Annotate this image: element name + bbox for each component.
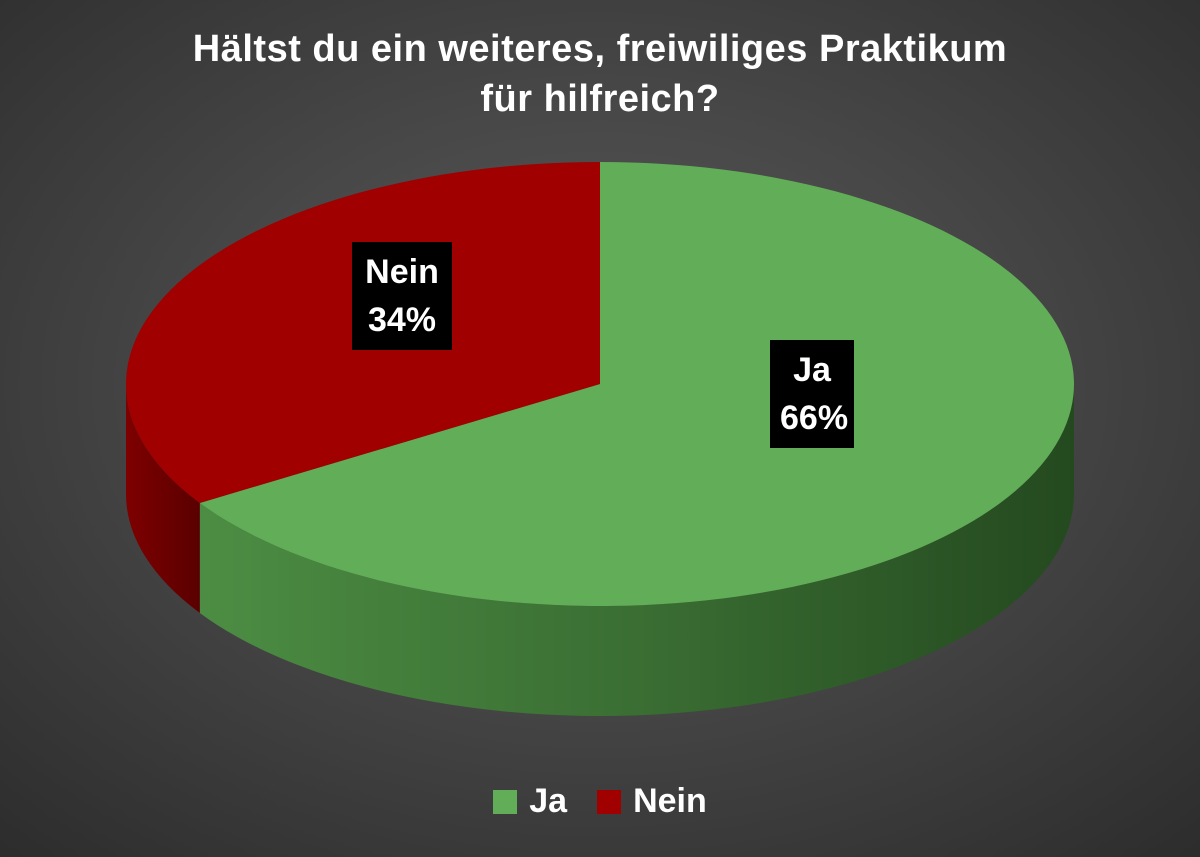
legend-label-ja: Ja [529, 782, 568, 820]
data-label-nein-value: 34% [367, 301, 437, 339]
chart-title-line-1: Hältst du ein weiteres, freiwiliges Prak… [192, 28, 1008, 70]
data-label-nein: Nein 34% [352, 242, 452, 350]
pie-side-ja [199, 384, 1074, 717]
pie-slice-ja[interactable] [199, 162, 1075, 607]
chart-title: Hältst du ein weiteres, freiwiliges Prak… [0, 24, 1200, 124]
legend-item-nein[interactable]: Nein [597, 782, 707, 821]
legend-item-ja[interactable]: Ja [493, 782, 567, 821]
pie-side-nein [126, 384, 200, 613]
data-label-ja-name: Ja [793, 351, 831, 389]
chart-title-line-2: für hilfreich? [480, 78, 720, 120]
data-label-nein-name: Nein [365, 253, 439, 291]
pie-sides [126, 384, 1074, 717]
data-label-ja-value: 66% [780, 399, 849, 437]
legend-swatch-ja [493, 789, 518, 814]
legend-swatch-nein [597, 789, 622, 814]
pie-tops [125, 162, 1075, 607]
legend: Ja Nein [0, 782, 1200, 821]
legend-label-nein: Nein [633, 782, 707, 820]
data-label-ja: Ja 66% [770, 340, 854, 448]
